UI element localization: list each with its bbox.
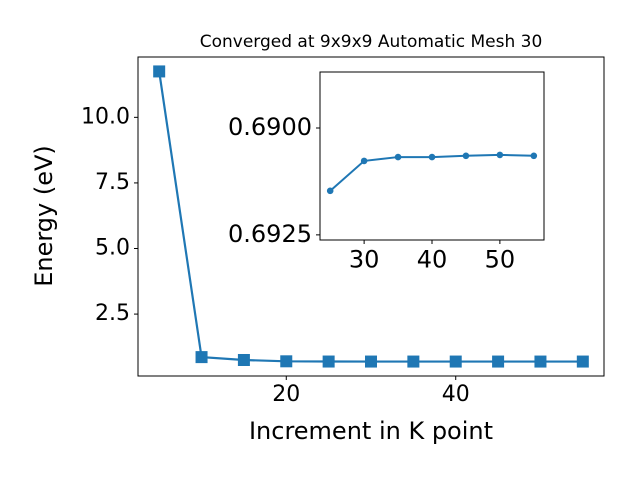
chart-title: Converged at 9x9x9 Automatic Mesh 30 bbox=[200, 32, 543, 52]
data-point bbox=[365, 355, 377, 368]
y-tick-label: 0.6925 bbox=[228, 220, 312, 248]
data-point bbox=[394, 153, 402, 161]
data-point bbox=[462, 152, 470, 160]
data-point bbox=[322, 355, 335, 368]
data-point bbox=[576, 355, 589, 368]
data-point bbox=[326, 187, 334, 195]
data-point bbox=[280, 355, 293, 368]
x-axis-label: Increment in K point bbox=[249, 417, 493, 445]
data-point bbox=[153, 65, 166, 78]
data-point bbox=[534, 355, 547, 368]
x-tick-label: 40 bbox=[442, 382, 470, 407]
x-tick-label: 20 bbox=[272, 382, 300, 407]
y-tick-label: 7.5 bbox=[95, 170, 130, 195]
data-point bbox=[449, 355, 462, 368]
data-point bbox=[428, 153, 436, 161]
data-point bbox=[360, 157, 368, 165]
data-point bbox=[195, 351, 208, 364]
data-point bbox=[492, 355, 505, 368]
y-axis-label: Energy (eV) bbox=[30, 145, 58, 287]
x-tick-label: 50 bbox=[485, 245, 516, 273]
x-tick-label: 30 bbox=[349, 245, 380, 273]
x-tick-label: 40 bbox=[417, 245, 448, 273]
data-point bbox=[496, 151, 504, 159]
y-tick-label: 5.0 bbox=[95, 236, 130, 261]
data-point bbox=[237, 353, 250, 366]
data-point bbox=[530, 152, 538, 160]
y-tick-label: 0.6900 bbox=[228, 113, 312, 141]
data-point bbox=[407, 355, 420, 368]
y-tick-label: 2.5 bbox=[95, 301, 130, 326]
y-tick-label: 10.0 bbox=[81, 104, 130, 129]
